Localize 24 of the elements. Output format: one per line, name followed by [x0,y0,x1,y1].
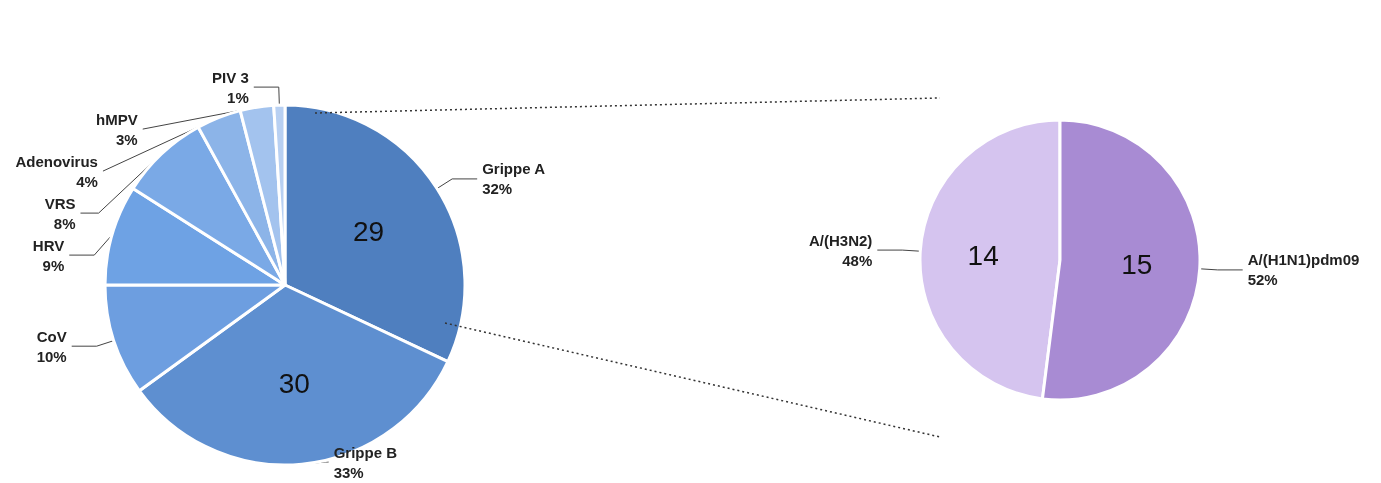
slice-label: Adenovirus [15,152,98,170]
slice-label: A/(H3N2) [808,231,873,249]
data-label: 8% [53,214,76,232]
slice-label: A/(H1N1)pdm09 [1247,251,1360,269]
slice-label: CoV [36,327,67,345]
data-label: 9% [42,256,65,274]
data-label: 32% [482,180,513,198]
data-label: 10% [36,347,67,365]
text: 14 [967,239,999,271]
slice-label: VRS [44,194,76,212]
text: 30 [278,368,310,400]
slice-label: Grippe A [482,160,546,178]
data-label: 3% [116,130,138,148]
text: 29 [353,216,385,248]
data-label: 4% [76,172,98,190]
slice-label: hMPV [96,110,138,128]
data-label: 1% [227,88,249,106]
data-label: 48% [842,251,873,269]
slice-label: PIV 3 [212,68,249,86]
slice-label: Grippe B [333,443,398,461]
slice-label: HRV [32,236,65,254]
data-label: 52% [1247,271,1278,289]
text: 15 [1121,249,1153,281]
data-label: 33% [333,463,364,481]
